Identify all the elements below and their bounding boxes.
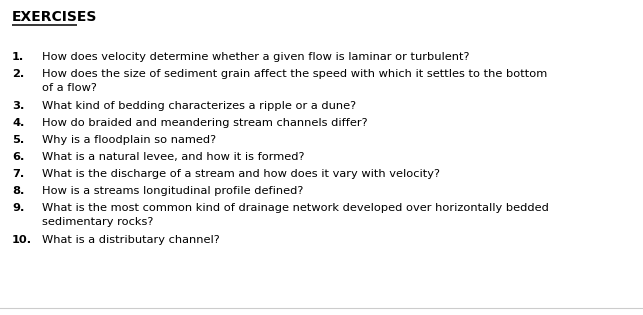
Text: 10.: 10. xyxy=(12,235,32,245)
Text: What is a natural levee, and how it is formed?: What is a natural levee, and how it is f… xyxy=(42,152,305,162)
Text: What kind of bedding characterizes a ripple or a dune?: What kind of bedding characterizes a rip… xyxy=(42,101,356,111)
Text: 7.: 7. xyxy=(12,169,24,179)
Text: 5.: 5. xyxy=(12,135,24,145)
Text: Why is a floodplain so named?: Why is a floodplain so named? xyxy=(42,135,216,145)
Text: How does the size of sediment grain affect the speed with which it settles to th: How does the size of sediment grain affe… xyxy=(42,69,547,79)
Text: 2.: 2. xyxy=(12,69,24,79)
Text: What is the discharge of a stream and how does it vary with velocity?: What is the discharge of a stream and ho… xyxy=(42,169,440,179)
Text: 6.: 6. xyxy=(12,152,24,162)
Text: How do braided and meandering stream channels differ?: How do braided and meandering stream cha… xyxy=(42,118,368,128)
Text: sedimentary rocks?: sedimentary rocks? xyxy=(42,217,154,227)
Text: What is a distributary channel?: What is a distributary channel? xyxy=(42,235,220,245)
Text: 9.: 9. xyxy=(12,203,24,213)
Text: How does velocity determine whether a given flow is laminar or turbulent?: How does velocity determine whether a gi… xyxy=(42,52,469,62)
Text: EXERCISES: EXERCISES xyxy=(12,10,97,24)
Text: 8.: 8. xyxy=(12,186,24,196)
Text: 3.: 3. xyxy=(12,101,24,111)
Text: 1.: 1. xyxy=(12,52,24,62)
Text: of a flow?: of a flow? xyxy=(42,83,97,93)
Text: How is a streams longitudinal profile defined?: How is a streams longitudinal profile de… xyxy=(42,186,303,196)
Text: What is the most common kind of drainage network developed over horizontally bed: What is the most common kind of drainage… xyxy=(42,203,549,213)
Text: 4.: 4. xyxy=(12,118,24,128)
